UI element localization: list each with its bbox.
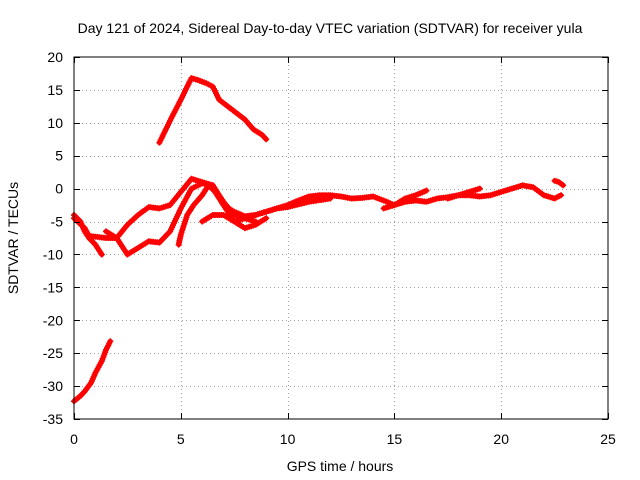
- y-tick-label: -15: [43, 279, 63, 295]
- y-tick-label: 5: [55, 148, 63, 164]
- axis-ticks: 0 5 10 15 20 25 -35 -30 -25 -20 -15 -10 -5 0 5 10 15 20: [43, 49, 616, 447]
- data-point: [423, 187, 430, 194]
- x-tick-label: 5: [177, 431, 185, 447]
- y-tick-label: -5: [51, 214, 64, 230]
- x-axis-label: GPS time / hours: [287, 458, 394, 474]
- series-arc-j: [551, 177, 567, 189]
- y-axis-label: SDTVAR / TECUs: [5, 182, 21, 294]
- chart-title: Day 121 of 2024, Sidereal Day-to-day VTE…: [78, 20, 583, 36]
- x-tick-label: 0: [70, 431, 78, 447]
- series-arc-h: [380, 187, 430, 212]
- y-tick-label: -10: [43, 246, 63, 262]
- y-tick-label: 10: [47, 115, 63, 131]
- series-arc-g: [199, 195, 334, 225]
- x-tick-label: 25: [600, 431, 616, 447]
- grid: [74, 57, 608, 419]
- series-arc-i: [444, 185, 483, 202]
- x-tick-label: 15: [387, 431, 403, 447]
- y-tick-label: -35: [43, 411, 63, 427]
- series-arc-b: [156, 75, 270, 146]
- data-point: [560, 182, 567, 189]
- data-point: [98, 251, 105, 258]
- y-tick-label: 20: [47, 49, 63, 65]
- data-point: [263, 136, 270, 143]
- y-tick-label: -25: [43, 345, 63, 361]
- data-point: [476, 185, 483, 192]
- x-tick-label: 20: [493, 431, 509, 447]
- x-tick-label: 10: [280, 431, 296, 447]
- y-tick-label: -30: [43, 378, 63, 394]
- y-tick-label: 15: [47, 82, 63, 98]
- y-tick-label: 0: [55, 181, 63, 197]
- series-arc-f: [175, 182, 564, 248]
- series-arc-a: [71, 338, 114, 405]
- y-tick-label: -20: [43, 312, 63, 328]
- data-point: [558, 192, 564, 199]
- plot-border: [73, 56, 609, 420]
- data-point: [107, 338, 114, 345]
- data-series: [71, 75, 567, 405]
- data-point: [263, 215, 270, 222]
- data-point: [327, 195, 334, 202]
